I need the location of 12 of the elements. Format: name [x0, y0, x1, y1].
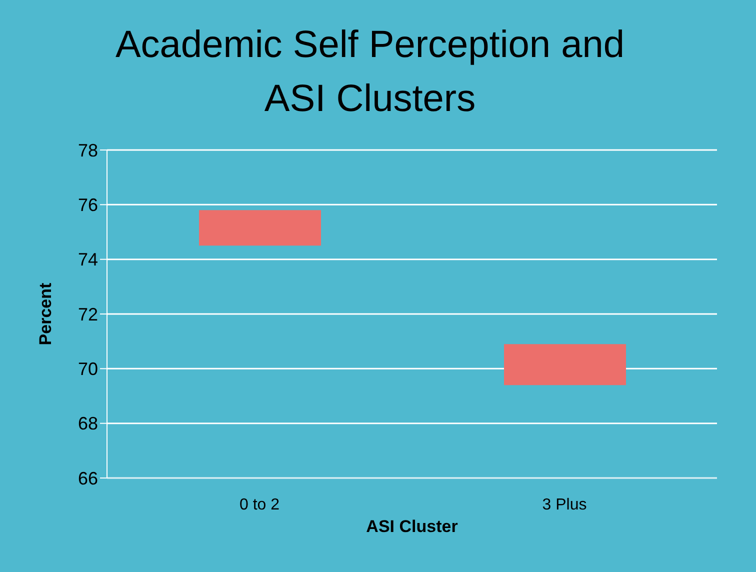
y-tick-label: 74 [78, 250, 98, 270]
y-tick-label: 78 [78, 140, 98, 160]
y-axis-title: Percent [36, 282, 56, 346]
y-tick-label: 70 [78, 359, 98, 380]
y-tick-label: 68 [78, 414, 98, 434]
y-tick-label: 76 [78, 195, 98, 216]
y-tick-label: 72 [78, 304, 98, 324]
y-tick-label: 66 [78, 468, 98, 488]
x-axis-title: ASI Cluster [366, 517, 458, 536]
x-tick-label: 0 to 2 [239, 496, 280, 514]
chart-title: Academic Self Perception and ASI Clusters [114, 23, 626, 122]
x-tick-label: 3 Plus [542, 496, 587, 514]
